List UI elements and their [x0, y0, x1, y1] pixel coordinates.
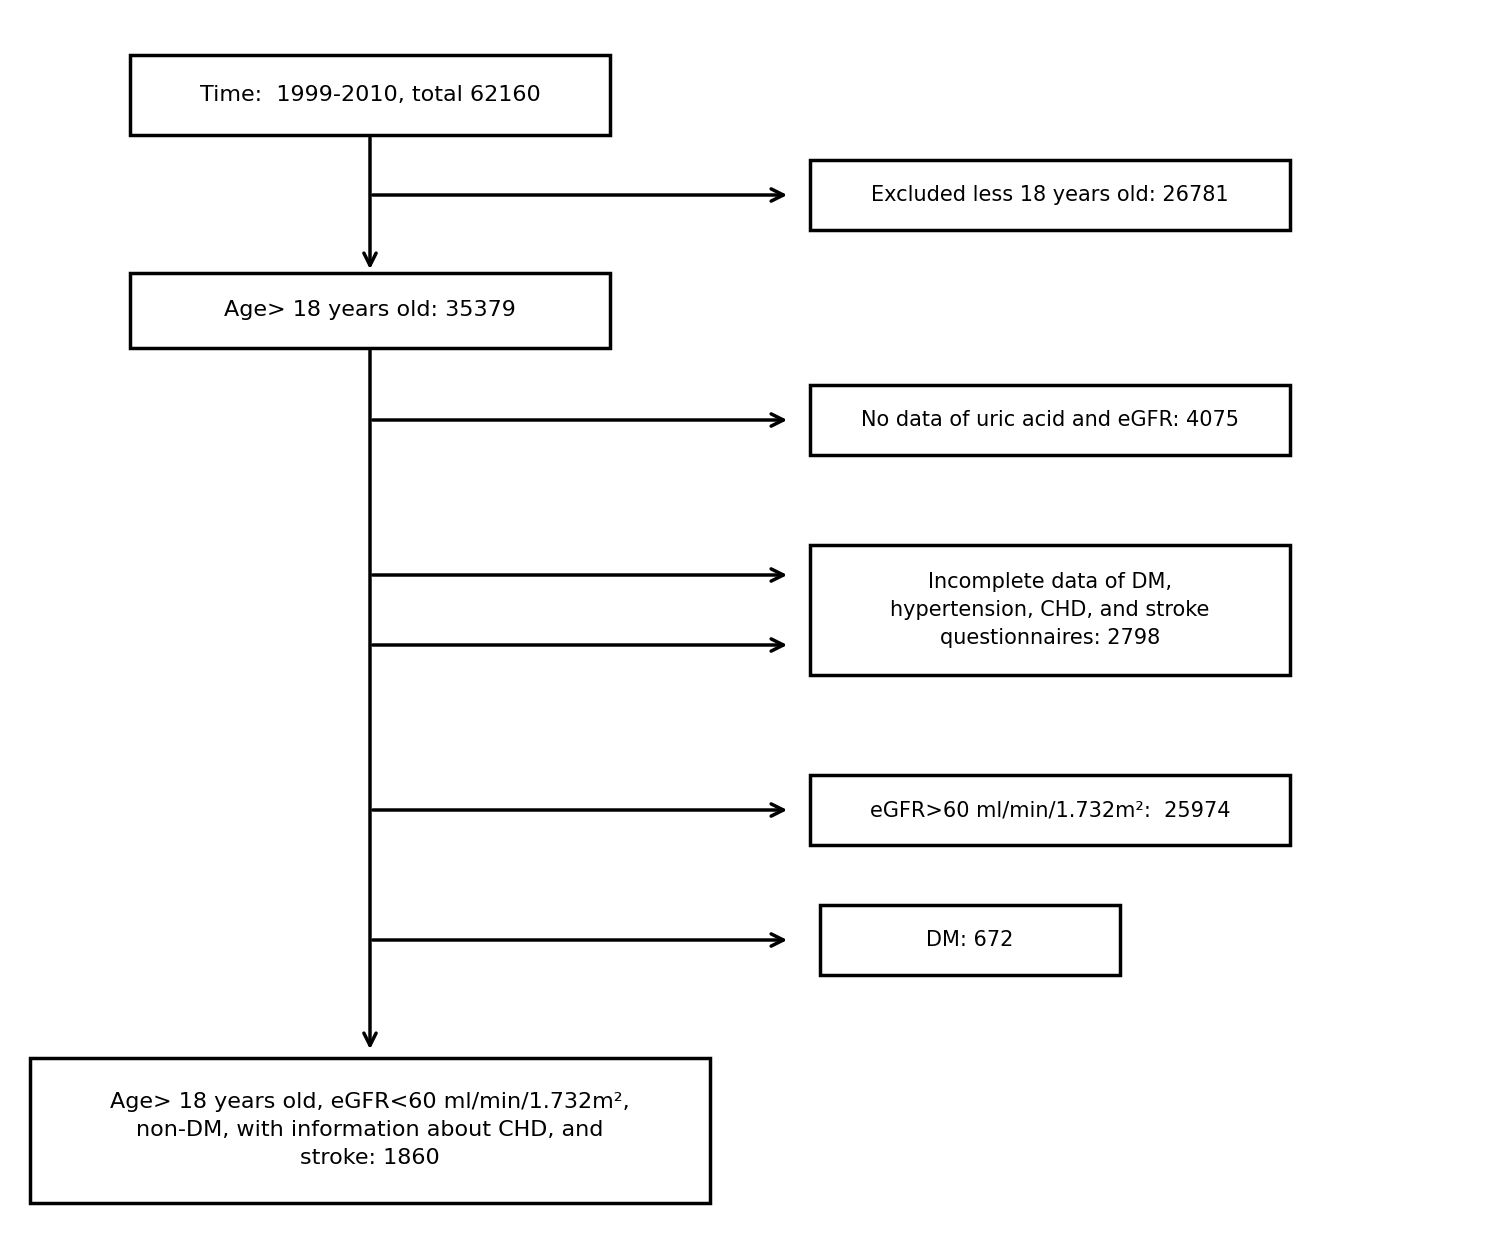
- Bar: [130, 55, 610, 135]
- Bar: [809, 385, 1291, 455]
- Text: No data of uric acid and eGFR: 4075: No data of uric acid and eGFR: 4075: [860, 410, 1240, 430]
- Text: DM: 672: DM: 672: [926, 930, 1013, 950]
- Bar: [809, 160, 1291, 230]
- Text: Excluded less 18 years old: 26781: Excluded less 18 years old: 26781: [871, 185, 1229, 205]
- Bar: [809, 545, 1291, 674]
- Text: Age> 18 years old: 35379: Age> 18 years old: 35379: [223, 301, 516, 320]
- Text: Time:  1999-2010, total 62160: Time: 1999-2010, total 62160: [199, 84, 540, 106]
- Text: Age> 18 years old, eGFR<60 ml/min/1.732m²,
non-DM, with information about CHD, a: Age> 18 years old, eGFR<60 ml/min/1.732m…: [111, 1092, 630, 1167]
- Text: eGFR>60 ml/min/1.732m²:  25974: eGFR>60 ml/min/1.732m²: 25974: [869, 800, 1231, 820]
- Bar: [130, 272, 610, 348]
- Text: Incomplete data of DM,
hypertension, CHD, and stroke
questionnaires: 2798: Incomplete data of DM, hypertension, CHD…: [890, 573, 1210, 648]
- Bar: [820, 905, 1120, 975]
- Bar: [30, 1057, 711, 1202]
- Bar: [809, 775, 1291, 845]
